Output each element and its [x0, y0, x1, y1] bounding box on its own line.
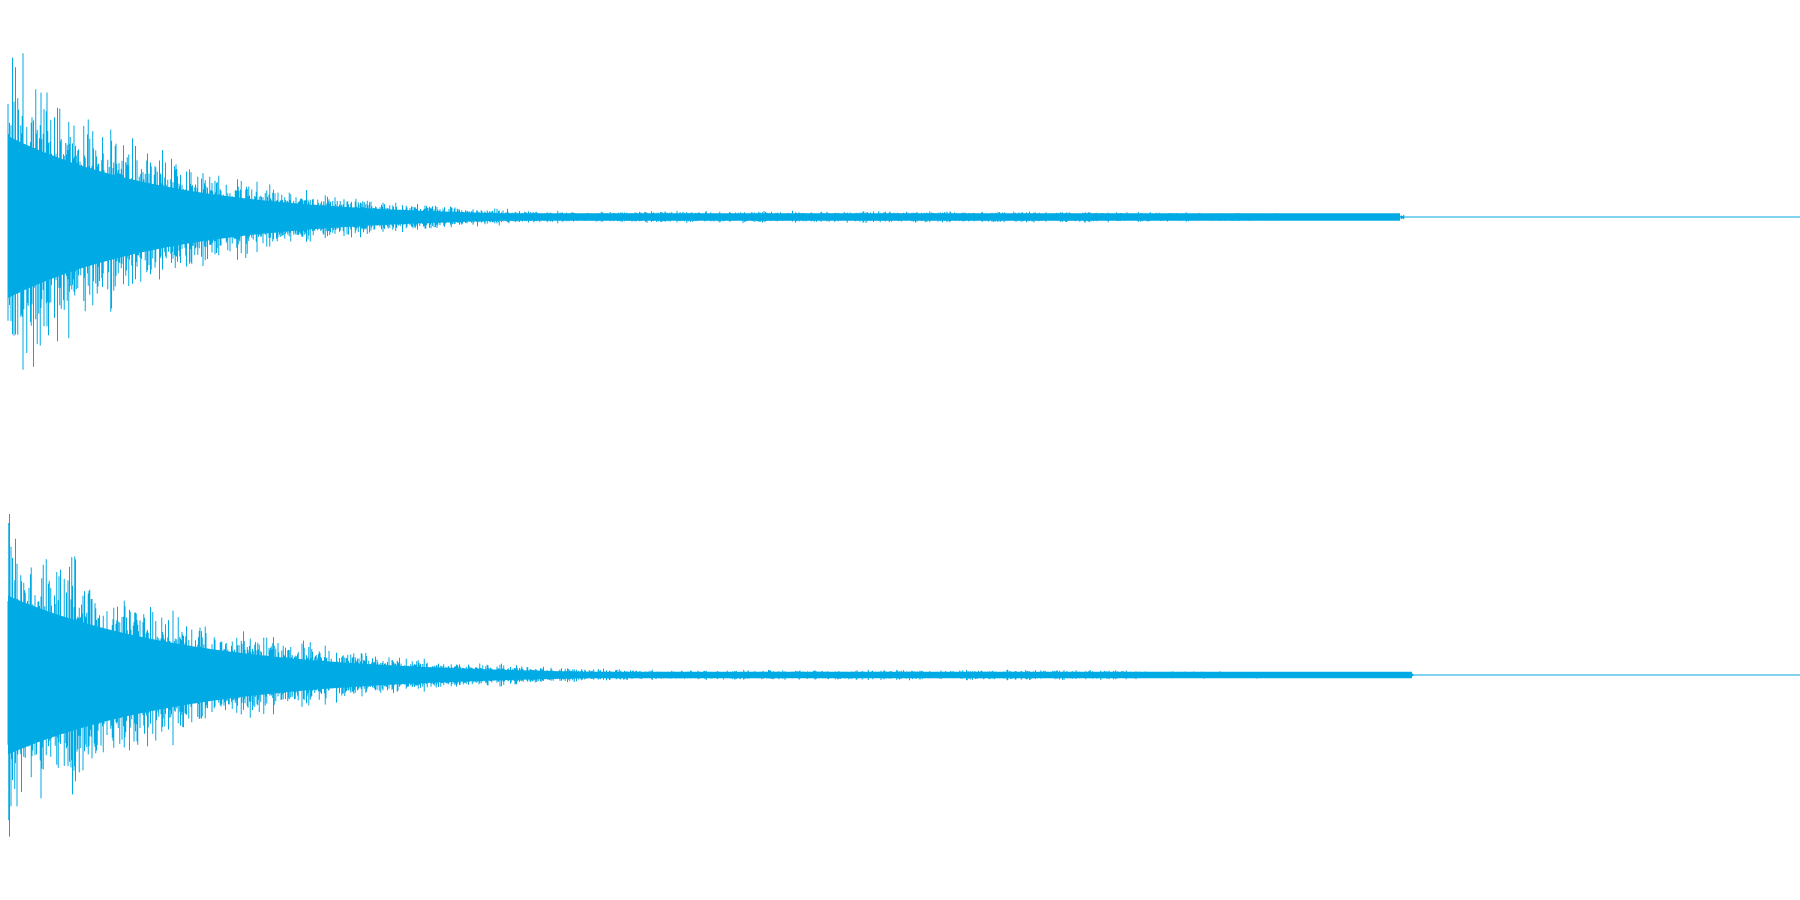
- channel-1-waveform[interactable]: [7, 53, 1800, 370]
- channel-1-envelope: [8, 136, 1400, 298]
- channel-2-waveform[interactable]: [7, 514, 1800, 837]
- channel-2-envelope: [8, 595, 1412, 755]
